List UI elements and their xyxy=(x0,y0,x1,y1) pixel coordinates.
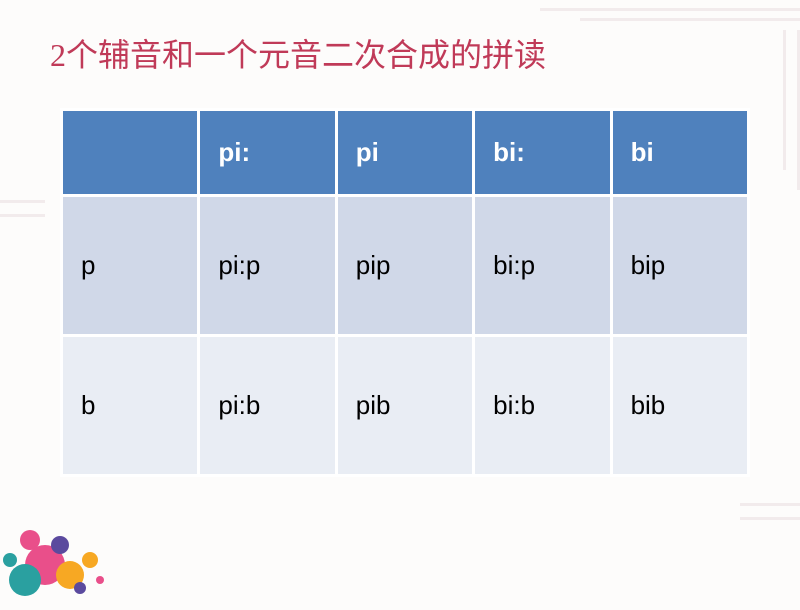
table-header-cell: pi xyxy=(336,110,473,196)
table-cell: bi:b xyxy=(474,336,611,476)
table-row: b pi:b pib bi:b bib xyxy=(62,336,749,476)
table-cell: p xyxy=(62,196,199,336)
paint-splash-icon xyxy=(0,470,170,610)
table-cell: bi:p xyxy=(474,196,611,336)
table-header-cell: bi xyxy=(611,110,748,196)
table-cell: pip xyxy=(336,196,473,336)
table-header-row: pi: pi bi: bi xyxy=(62,110,749,196)
table-cell: pi:b xyxy=(199,336,336,476)
table-header-cell: pi: xyxy=(199,110,336,196)
table-header-cell: bi: xyxy=(474,110,611,196)
table-header-cell xyxy=(62,110,199,196)
table-cell: bip xyxy=(611,196,748,336)
table-cell: pi:p xyxy=(199,196,336,336)
table-cell: bib xyxy=(611,336,748,476)
table-cell: pib xyxy=(336,336,473,476)
page-title: 2个辅音和一个元音二次合成的拼读 xyxy=(50,30,546,76)
phonics-table: pi: pi bi: bi p pi:p pip bi:p bip b pi:b… xyxy=(60,108,750,477)
table-cell: b xyxy=(62,336,199,476)
table-row: p pi:p pip bi:p bip xyxy=(62,196,749,336)
